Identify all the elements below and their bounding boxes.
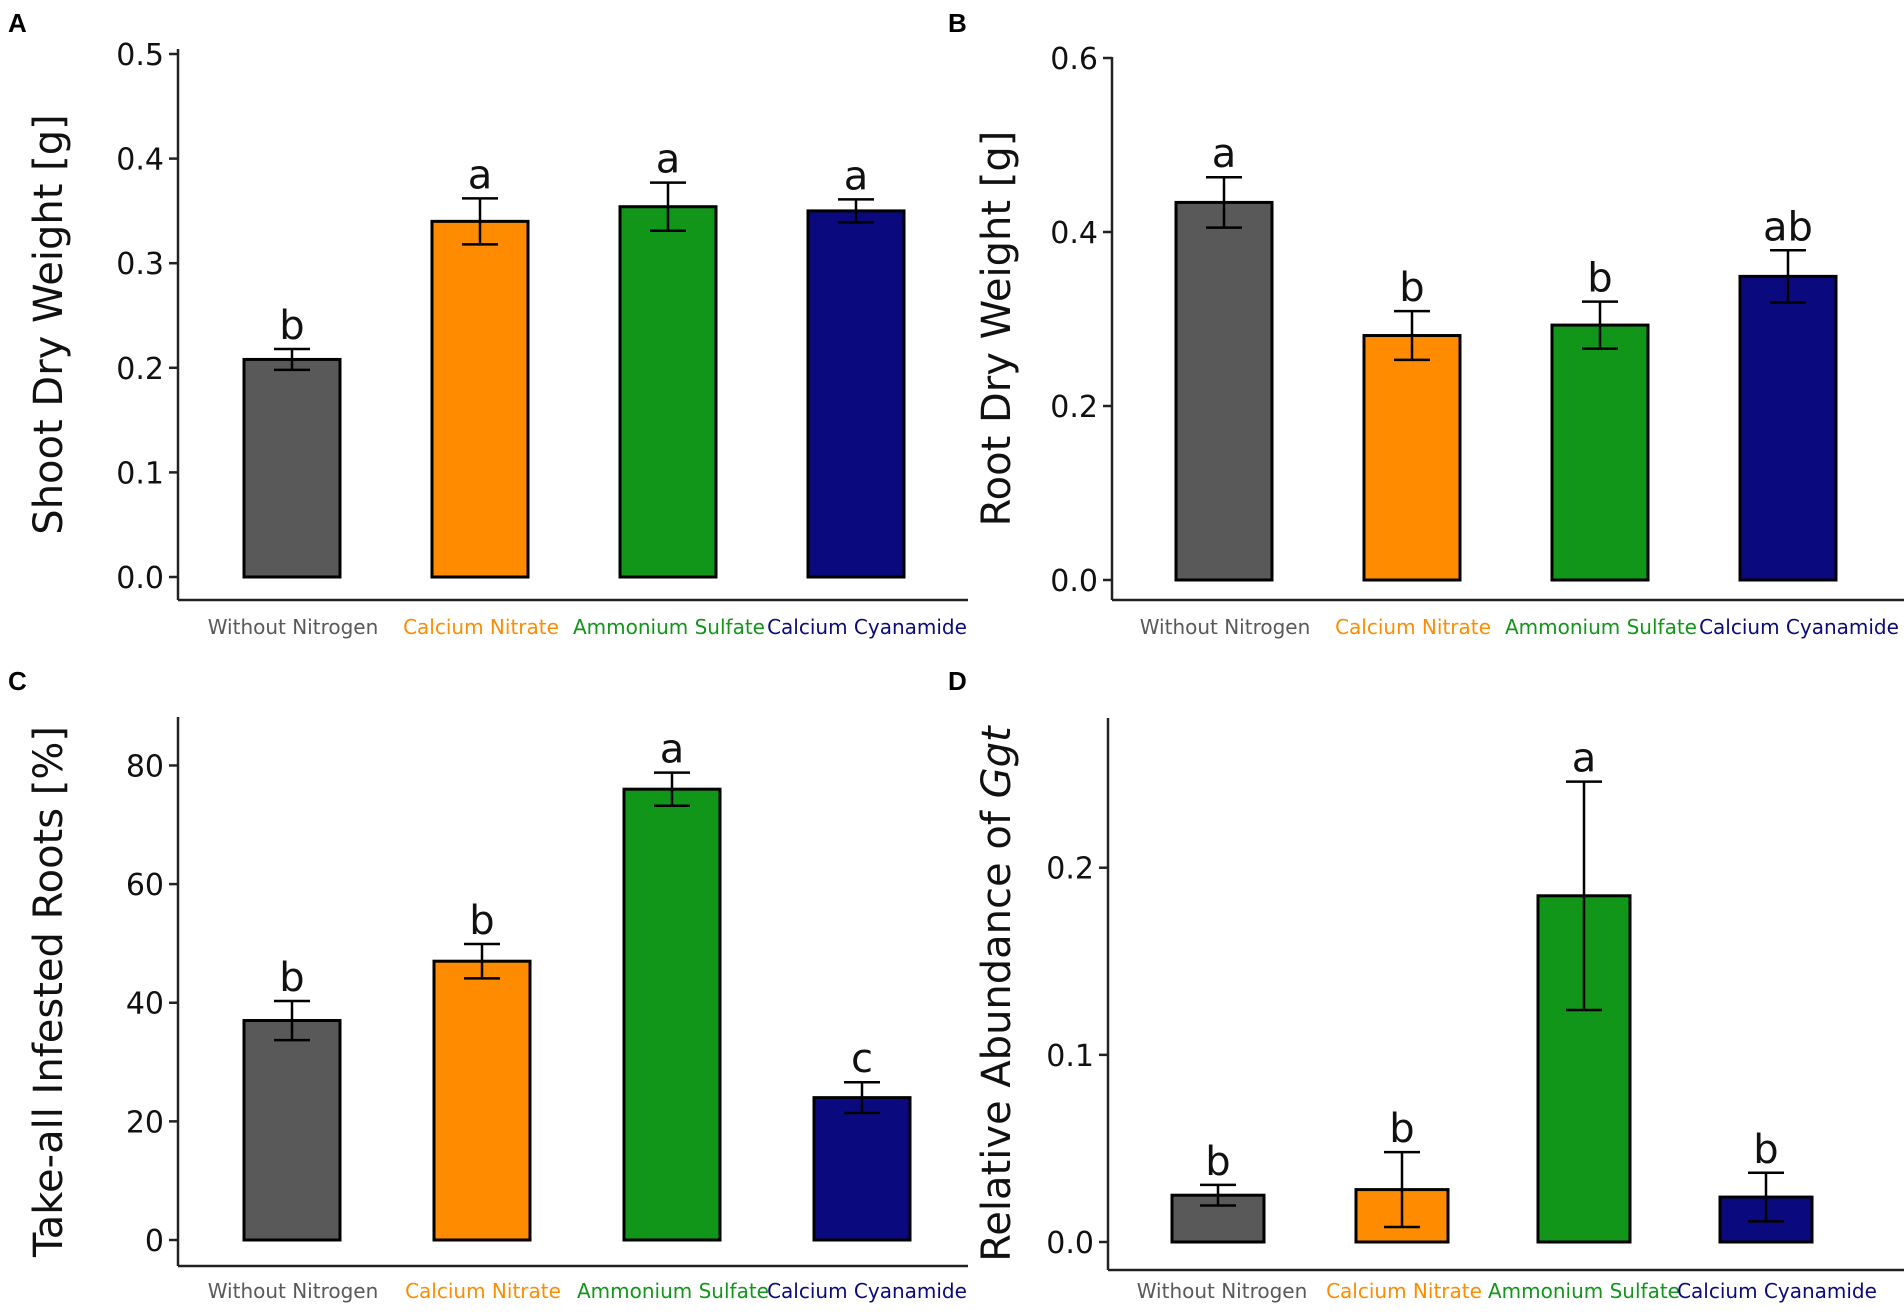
panel-a-plot: 0.0 0.1 0.2 0.3 0.4 0.5 Shoot Dry Weight [g] b W… bbox=[26, 38, 968, 639]
panel-c-plot: 0 20 40 60 80 Take-all Infested Roots [%] b Wit… bbox=[26, 717, 968, 1303]
y-axis-title: Relative Abundance of Ggt bbox=[974, 725, 1020, 1262]
bar bbox=[242, 1019, 342, 1242]
significance-label: a bbox=[1572, 736, 1597, 782]
y-tick-label: 0.0 bbox=[1050, 564, 1098, 599]
category-label: Ammonium Sulfate bbox=[577, 1279, 769, 1303]
y-tick-label: 0.4 bbox=[116, 143, 164, 178]
significance-label: a bbox=[468, 152, 493, 198]
y-axis-title-text: Root Dry Weight [g] bbox=[974, 131, 1020, 527]
bar bbox=[432, 959, 532, 1242]
bar bbox=[430, 219, 530, 579]
y-tick-label: 0.0 bbox=[1046, 1226, 1094, 1261]
category-label: Without Nitrogen bbox=[208, 1279, 379, 1303]
significance-label: a bbox=[844, 153, 869, 199]
y-axis-title: Root Dry Weight [g] bbox=[974, 131, 1020, 527]
category-label: Calcium Nitrate bbox=[1326, 1279, 1482, 1303]
category-label: Without Nitrogen bbox=[208, 615, 379, 639]
category-label: Calcium Cyanamide bbox=[1677, 1279, 1877, 1303]
category-label: Calcium Nitrate bbox=[1335, 615, 1491, 639]
y-tick-label: 0.4 bbox=[1050, 216, 1098, 251]
y-axis-title-italic: Ggt bbox=[974, 725, 1020, 798]
category-label: Calcium Nitrate bbox=[405, 1279, 561, 1303]
y-tick-label: 0.5 bbox=[116, 38, 164, 73]
bar bbox=[1362, 334, 1462, 582]
bar bbox=[806, 209, 906, 579]
bar bbox=[1174, 200, 1274, 582]
y-axis-title-text: Relative Abundance of bbox=[974, 798, 1020, 1261]
y-tick-label: 60 bbox=[126, 868, 164, 903]
significance-label: b bbox=[1389, 1106, 1414, 1152]
significance-label: c bbox=[851, 1036, 873, 1082]
significance-label: b bbox=[1587, 256, 1612, 302]
panel-c: C 0 20 40 60 80 Take-all Infested Roots [%] b W… bbox=[8, 666, 968, 1303]
significance-label: a bbox=[1212, 131, 1237, 177]
bar bbox=[622, 787, 722, 1242]
category-label: Ammonium Sulfate bbox=[1505, 615, 1697, 639]
category-label: Without Nitrogen bbox=[1140, 615, 1311, 639]
panel-letter-c: C bbox=[8, 666, 27, 696]
panel-a: A 0.0 0.1 0.2 0.3 0.4 0.5 Shoot Dry Weight [g]… bbox=[8, 8, 968, 639]
panel-b-plot: 0.0 0.2 0.4 0.6 Root Dry Weight [g] a Without … bbox=[974, 42, 1904, 639]
y-axis-title: Shoot Dry Weight [g] bbox=[26, 114, 72, 534]
category-label: Calcium Cyanamide bbox=[767, 1279, 967, 1303]
y-tick-label: 80 bbox=[126, 749, 164, 784]
significance-label: a bbox=[656, 137, 681, 183]
significance-label: b bbox=[469, 898, 494, 944]
significance-label: b bbox=[279, 303, 304, 349]
y-tick-label: 0.6 bbox=[1050, 42, 1098, 77]
significance-label: b bbox=[1753, 1127, 1778, 1173]
y-tick-label: 0.2 bbox=[1050, 390, 1098, 425]
panel-letter-a: A bbox=[8, 8, 27, 38]
y-tick-label: 40 bbox=[126, 987, 164, 1022]
y-axis-title-text: Take-all Infested Roots [%] bbox=[26, 726, 72, 1258]
significance-label: b bbox=[1399, 265, 1424, 311]
y-tick-label: 0.1 bbox=[1046, 1039, 1094, 1074]
y-tick-label: 0.3 bbox=[116, 247, 164, 282]
significance-label: b bbox=[279, 955, 304, 1001]
y-tick-label: 0 bbox=[145, 1224, 164, 1259]
category-label: Ammonium Sulfate bbox=[1488, 1279, 1680, 1303]
significance-label: a bbox=[660, 727, 685, 773]
y-axis-title-text: Shoot Dry Weight [g] bbox=[26, 114, 72, 534]
bar bbox=[618, 205, 718, 579]
bar bbox=[1550, 323, 1650, 582]
bar bbox=[242, 357, 342, 579]
category-label: Without Nitrogen bbox=[1137, 1279, 1308, 1303]
category-label: Calcium Nitrate bbox=[403, 615, 559, 639]
bar bbox=[1738, 274, 1838, 582]
y-tick-label: 0.0 bbox=[116, 561, 164, 596]
panel-letter-b: B bbox=[948, 8, 967, 38]
category-label: Calcium Cyanamide bbox=[1699, 615, 1899, 639]
y-tick-label: 20 bbox=[126, 1105, 164, 1140]
category-label: Ammonium Sulfate bbox=[573, 615, 765, 639]
y-tick-label: 0.1 bbox=[116, 456, 164, 491]
y-axis-title: Take-all Infested Roots [%] bbox=[26, 726, 72, 1258]
significance-label: b bbox=[1205, 1139, 1230, 1185]
panel-letter-d: D bbox=[948, 666, 967, 696]
panel-d-plot: 0.0 0.1 0.2 Relative Abundance of Ggt b Witho… bbox=[974, 718, 1904, 1303]
panel-b: B 0.0 0.2 0.4 0.6 Root Dry Weight [g] a Withou… bbox=[948, 8, 1904, 639]
bar bbox=[812, 1096, 912, 1242]
significance-label: ab bbox=[1763, 204, 1813, 250]
y-tick-label: 0.2 bbox=[1046, 852, 1094, 887]
y-tick-label: 0.2 bbox=[116, 352, 164, 387]
category-label: Calcium Cyanamide bbox=[767, 615, 967, 639]
panel-d: D 0.0 0.1 0.2 Relative Abundance of Ggt b Wit… bbox=[948, 666, 1904, 1303]
